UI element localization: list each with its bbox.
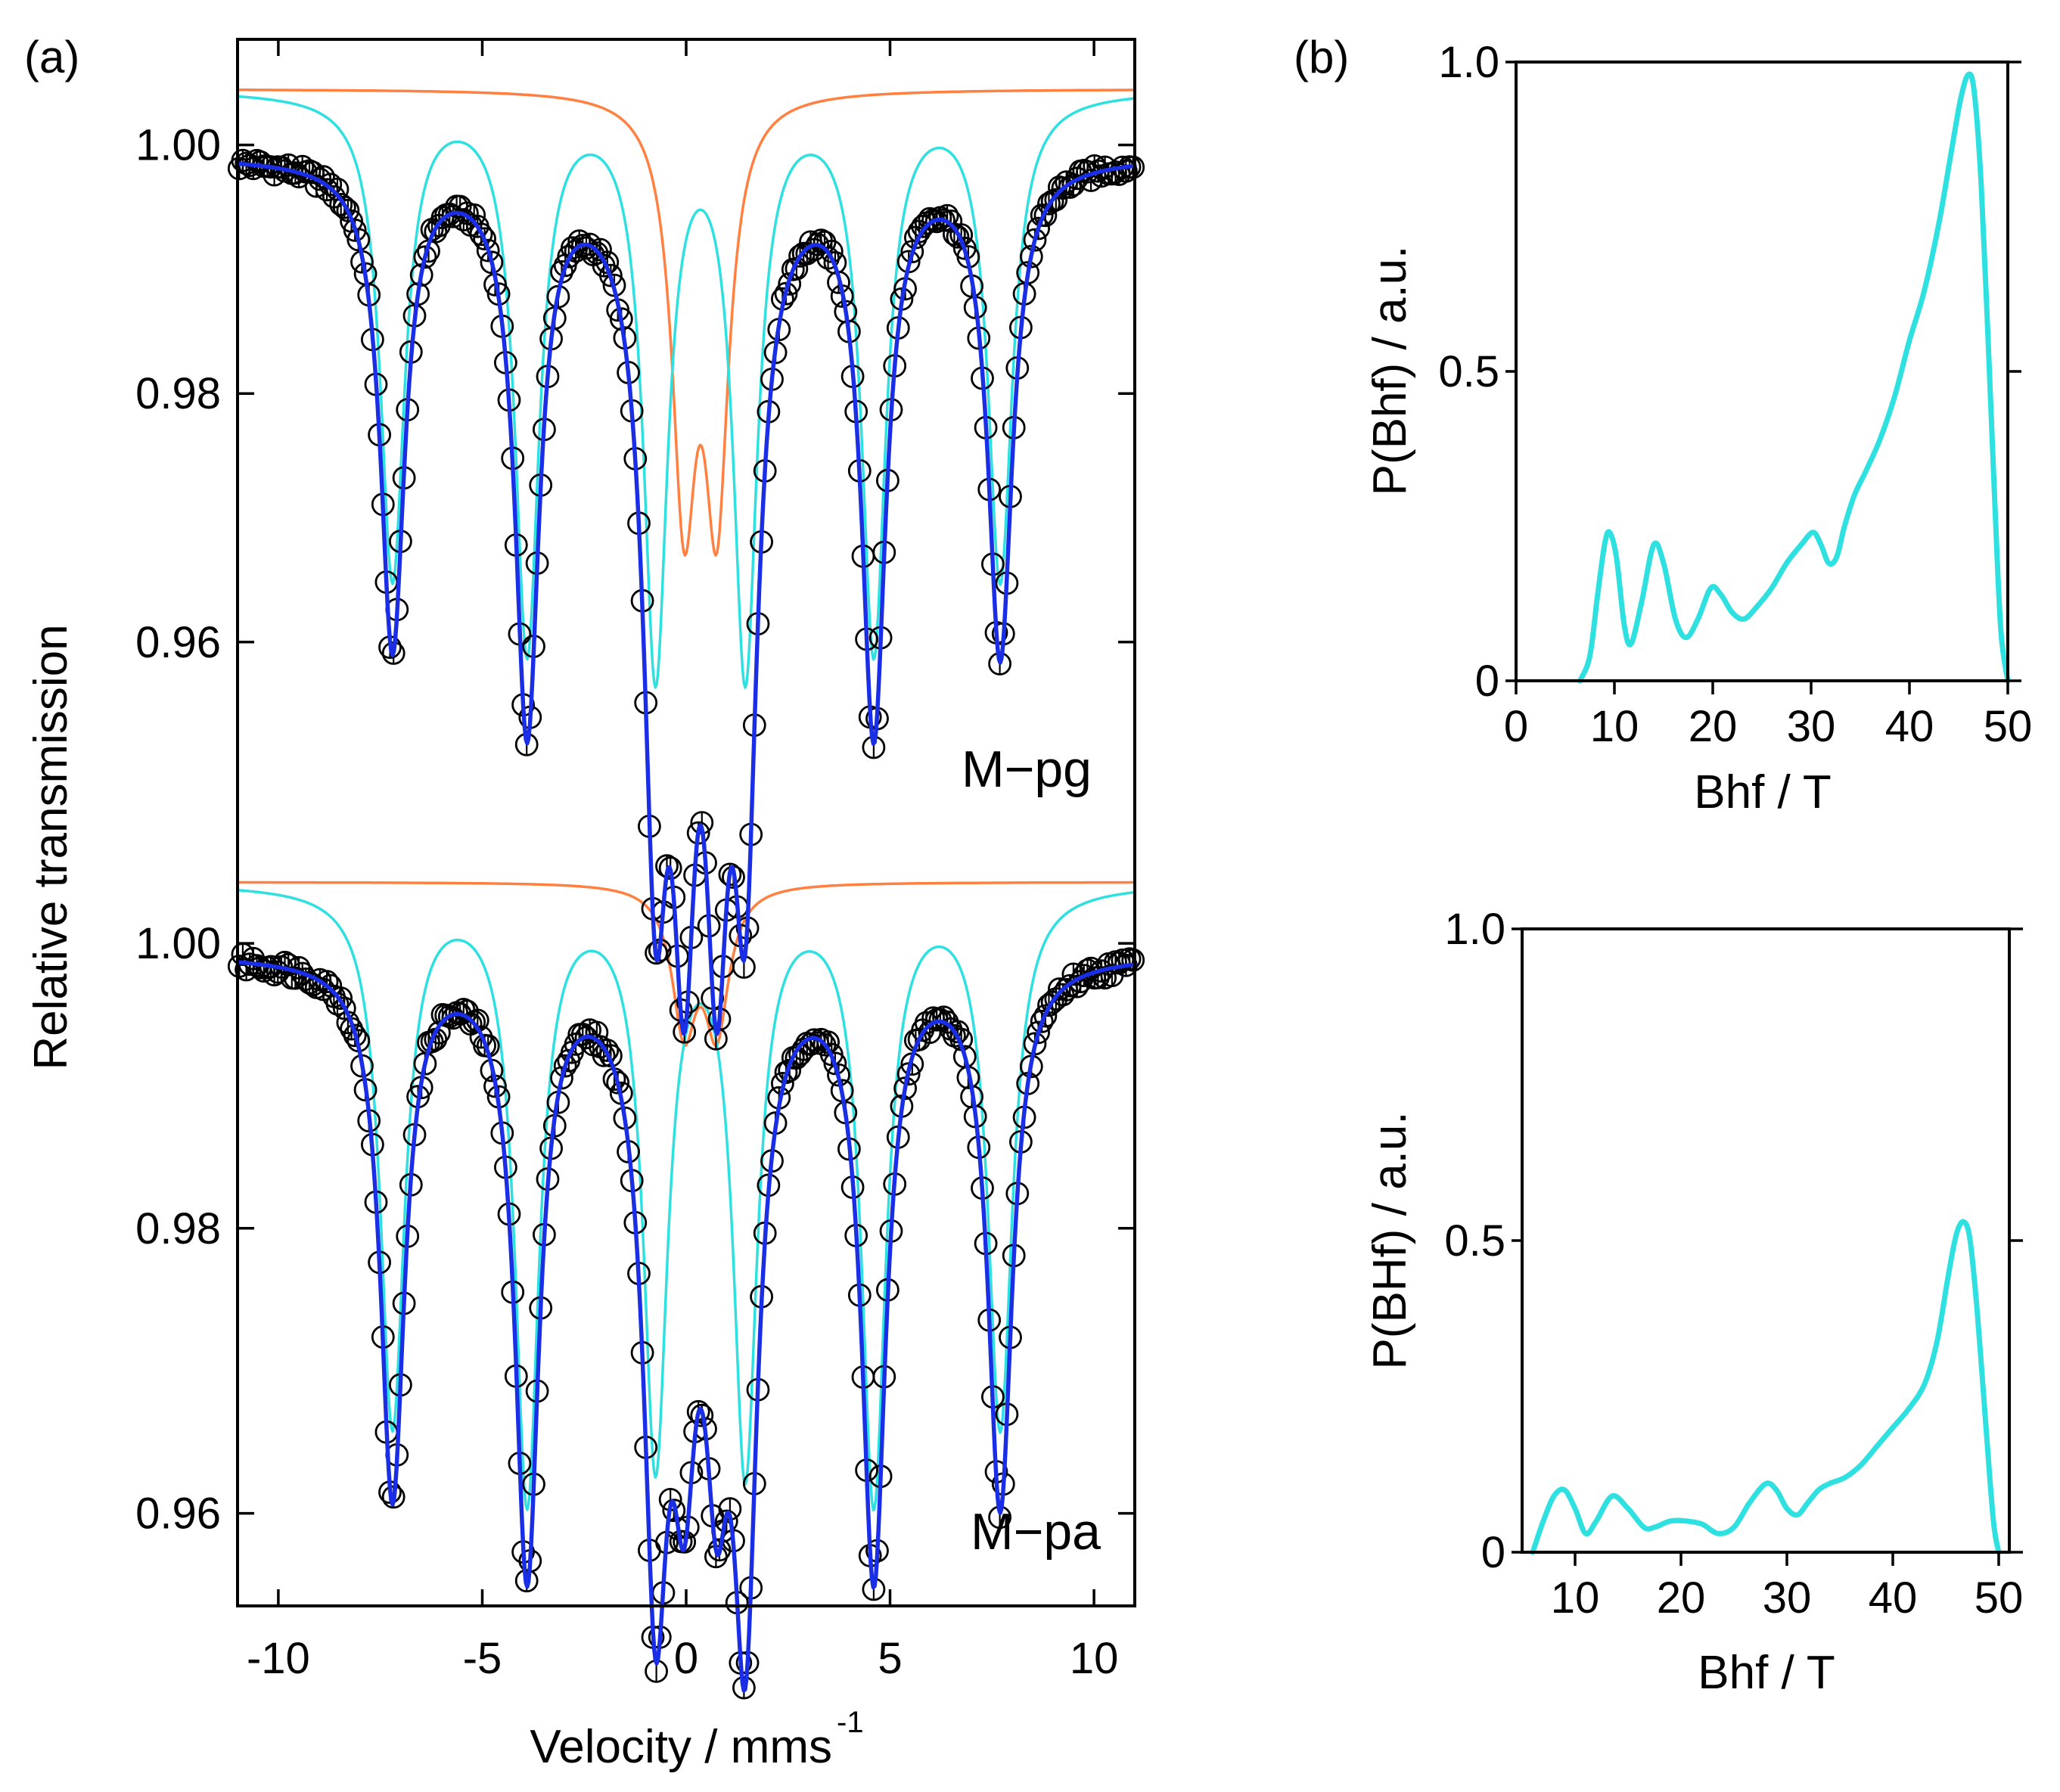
y-tick-label: 0 <box>1475 657 1499 706</box>
x-tick-label: 10 <box>1070 1634 1119 1683</box>
fit-line-pg <box>235 161 1137 1036</box>
doublet-component-line-pg <box>236 89 1136 557</box>
data-point <box>318 172 343 197</box>
panel-b-top: (b) 0 10 20 30 40 50 0 0.5 1.0 P(Bhf) / a.u. Bh… <box>1294 32 2032 818</box>
panel-b-top-y-axis-label: P(Bhf) / a.u. <box>1364 246 1416 496</box>
distribution-line <box>1577 71 2011 684</box>
x-tick-label: 40 <box>1885 702 1934 751</box>
y-tick-label: 1.00 <box>135 121 221 170</box>
y-tick-label: 0.98 <box>135 1204 221 1253</box>
panel-a-letter: (a) <box>24 32 79 82</box>
y-tick-label: 0.5 <box>1438 347 1499 396</box>
x-tick-label: -10 <box>247 1634 310 1683</box>
sextet-component-line-pg <box>236 95 1136 689</box>
x-tick-label: 30 <box>1787 702 1836 751</box>
panel-a-y-ticks: 0.96 0.98 1.00 0.96 0.98 1.00 <box>135 121 1135 1539</box>
sextet-component-lines <box>236 95 1136 1512</box>
panel-b-top-y-ticks: 0 0.5 1.0 <box>1438 38 2021 706</box>
x-tick-label: 20 <box>1689 702 1738 751</box>
x-tick-label: 0 <box>674 1634 698 1683</box>
fit-line-pa <box>235 960 1137 1693</box>
sextet-component-line-pa <box>236 889 1136 1512</box>
spectrum-label-m-pg: M−pg <box>962 741 1092 798</box>
panel-a-y-axis-label: Relative transmission <box>25 624 77 1070</box>
y-tick-label: 0 <box>1481 1528 1505 1577</box>
y-tick-label: 1.0 <box>1444 905 1505 954</box>
x-tick-label: 5 <box>878 1634 902 1683</box>
x-tick-label: -5 <box>463 1634 502 1683</box>
panel-b-bottom: 10 20 30 40 50 0 0.5 1.0 P(BHf) / a.u. Bhf / T <box>1364 905 2023 1699</box>
x-tick-label: 0 <box>1504 702 1528 751</box>
x-tick-label: 10 <box>1551 1573 1600 1623</box>
x-tick-label: 10 <box>1590 702 1639 751</box>
distribution-curve-pa <box>1530 1219 2002 1555</box>
y-tick-label: 0.96 <box>135 1489 221 1539</box>
fit-lines <box>235 161 1137 1693</box>
x-tick-label: 50 <box>1984 702 2033 751</box>
panel-b-letter: (b) <box>1294 32 1349 82</box>
x-tick-label: 30 <box>1763 1573 1812 1623</box>
panel-b-top-x-ticks: 0 10 20 30 40 50 <box>1504 681 2032 751</box>
panel-b-bottom-x-ticks: 10 20 30 40 50 <box>1551 1552 2024 1623</box>
x-tick-label: 40 <box>1869 1573 1918 1623</box>
panel-a: (a) -10 -5 0 5 10 0.96 0.98 1.00 0.96 0.98 1.00 M… <box>24 32 1145 1773</box>
panel-b-top-x-axis-label: Bhf / T <box>1694 766 1832 818</box>
panel-b-bottom-frame <box>1521 927 2011 1554</box>
panel-b-bottom-x-axis-label: Bhf / T <box>1698 1647 1835 1699</box>
x-tick-label: 50 <box>1975 1573 2024 1623</box>
y-tick-label: 1.0 <box>1438 38 1499 87</box>
x-tick-label: 20 <box>1657 1573 1706 1623</box>
data-point <box>1121 948 1145 972</box>
doublet-component-lines <box>236 89 1136 1048</box>
y-tick-label: 0.98 <box>135 369 221 418</box>
panel-b-bottom-y-axis-label: P(BHf) / a.u. <box>1364 1111 1416 1369</box>
panel-b-bottom-y-ticks: 0 0.5 1.0 <box>1444 905 2023 1577</box>
panel-a-x-axis-label-superscript: -1 <box>837 1706 864 1739</box>
y-tick-label: 0.5 <box>1444 1216 1505 1266</box>
y-tick-label: 1.00 <box>135 919 221 968</box>
panel-a-x-ticks: -10 -5 0 5 10 <box>247 39 1118 1683</box>
panel-a-x-axis-label: Velocity / mms <box>530 1721 832 1773</box>
doublet-component-line-pa <box>236 880 1136 1048</box>
y-tick-label: 0.96 <box>135 618 221 667</box>
panel-b-top-frame <box>1515 61 2009 682</box>
spectrum-label-m-pa: M−pa <box>971 1503 1101 1561</box>
distribution-line <box>1530 1219 2002 1555</box>
distribution-curve-pg <box>1577 71 2011 684</box>
